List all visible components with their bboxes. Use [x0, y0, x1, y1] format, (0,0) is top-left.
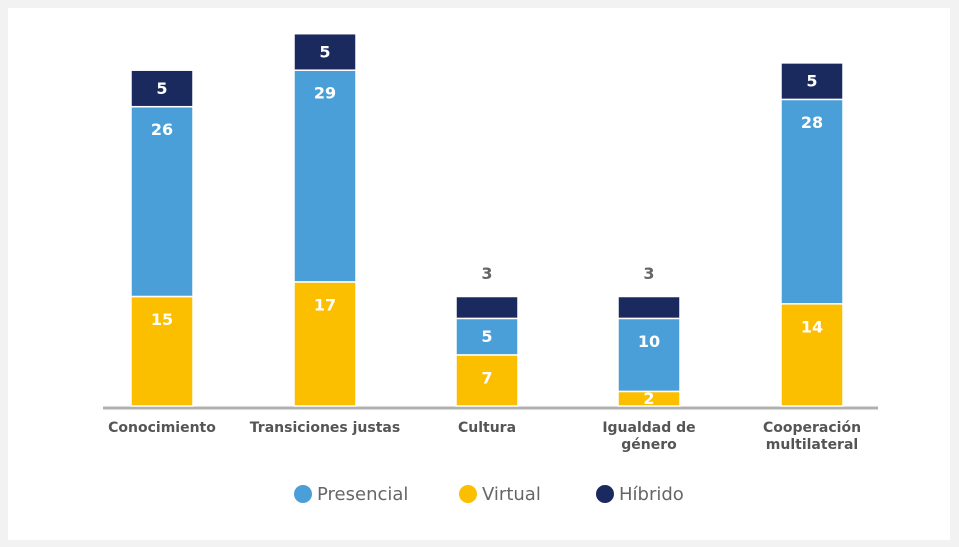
data-label: 26 [151, 120, 173, 139]
bar-segment [130, 295, 194, 407]
data-label: 2 [643, 389, 654, 408]
bar-segment [455, 317, 519, 356]
bar-segment [130, 105, 194, 298]
legend-label: Presencial [317, 484, 408, 505]
data-label: 14 [801, 317, 823, 336]
x-tick-label: Cultura [457, 420, 517, 436]
x-tick-label: Transiciones justas [249, 420, 401, 436]
bar-segment [455, 295, 519, 320]
legend-marker [459, 485, 477, 503]
data-label: 7 [481, 368, 492, 387]
bar-segment [293, 32, 357, 71]
bar-segment [293, 69, 357, 283]
data-label: 5 [481, 327, 492, 346]
bar-segment [617, 317, 681, 393]
bar-segment [130, 69, 194, 108]
legend-marker [596, 485, 614, 503]
data-label: 5 [156, 79, 167, 98]
bar-segment [780, 98, 844, 305]
legend-marker [294, 485, 312, 503]
x-tick-label: Cooperación multilateral [762, 420, 862, 453]
data-label: 15 [151, 310, 173, 329]
legend-label: Virtual [482, 484, 541, 505]
bar-segment [780, 62, 844, 101]
data-label: 28 [801, 113, 823, 132]
x-tick-label: Igualdad de género [602, 420, 696, 453]
bar-segment [293, 281, 357, 407]
data-label: 3 [481, 264, 492, 283]
x-tick-label: Conocimiento [108, 420, 216, 436]
data-label: 10 [638, 332, 660, 351]
legend-label: Híbrido [619, 484, 684, 505]
data-label: 29 [314, 84, 336, 103]
bar-segment [455, 354, 519, 407]
data-label: 3 [643, 264, 654, 283]
data-label: 17 [314, 295, 336, 314]
bar-segment [617, 295, 681, 320]
data-label: 5 [319, 42, 330, 61]
data-label: 5 [806, 72, 817, 91]
